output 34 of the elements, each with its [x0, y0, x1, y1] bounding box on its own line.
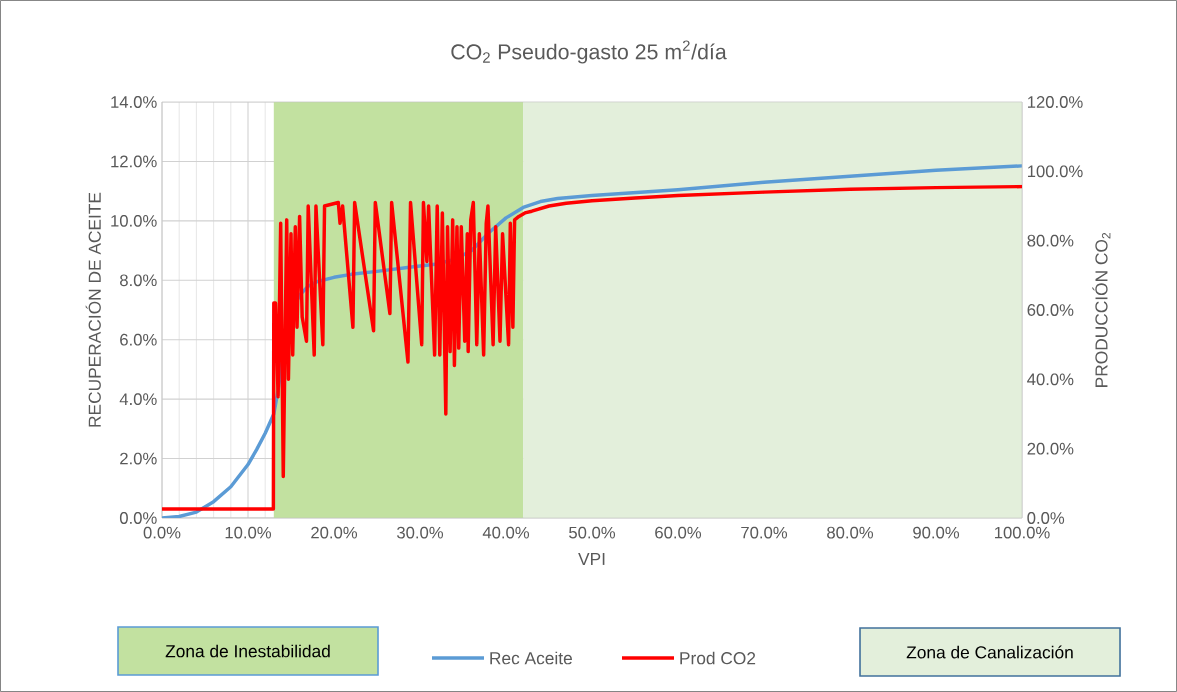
x-tick-label: 30.0% [397, 526, 444, 539]
x-tick-label: 100.0% [995, 526, 1050, 539]
chart-title: CO$_{2}$ Pseudo-gasto 25 m$^{2}$/día [451, 40, 727, 64]
x-tick-label: 20.0% [311, 526, 358, 539]
legend-label: Prod CO2 [680, 651, 756, 665]
y-tick-label: 4.0% [119, 393, 157, 406]
y-tick-label: 6.0% [120, 333, 157, 346]
x-tick-label: 40.0% [482, 526, 530, 539]
y-axis-title: RECUPERACIÓN DE ACEITE [85, 192, 101, 427]
y2-tick-label: 80.0% [1027, 234, 1074, 247]
y2-tick-label: 40.0% [1027, 373, 1074, 386]
x-tick-label: 90.0% [913, 526, 960, 539]
legend-label: Rec Aceite [490, 651, 572, 665]
y2-tick-label: 120.0% [1028, 96, 1083, 108]
y-tick-label: 0.0% [119, 512, 157, 524]
y-tick-label: 10.0% [111, 214, 157, 227]
y-tick-label: 2.0% [120, 452, 157, 465]
text: Zona de Canalización [906, 645, 1073, 659]
x-tick-label: 10.0% [225, 526, 272, 539]
x-tick-label: 80.0% [827, 526, 874, 539]
y-tick-label: 12.0% [111, 155, 157, 168]
y2-axis-title: PRODUCCIÓN CO$_{2}$ [1092, 232, 1111, 387]
y2-tick-label: 60.0% [1027, 304, 1074, 316]
x-tick-label: 50.0% [569, 526, 616, 539]
x-tick-label: 70.0% [741, 526, 788, 539]
y2-tick-label: 0.0% [1027, 512, 1065, 524]
y2-tick-label: 100.0% [1028, 165, 1083, 178]
y-tick-label: 14.0% [111, 96, 157, 108]
x-tick-label: 0.0% [143, 526, 181, 539]
x-axis-title: VPI [578, 553, 605, 565]
x-tick-label: 60.0% [655, 526, 702, 539]
text: Zona de Inestabilidad [165, 644, 330, 658]
y-tick-label: 8.0% [120, 274, 157, 287]
y2-tick-label: 20.0% [1027, 442, 1074, 455]
